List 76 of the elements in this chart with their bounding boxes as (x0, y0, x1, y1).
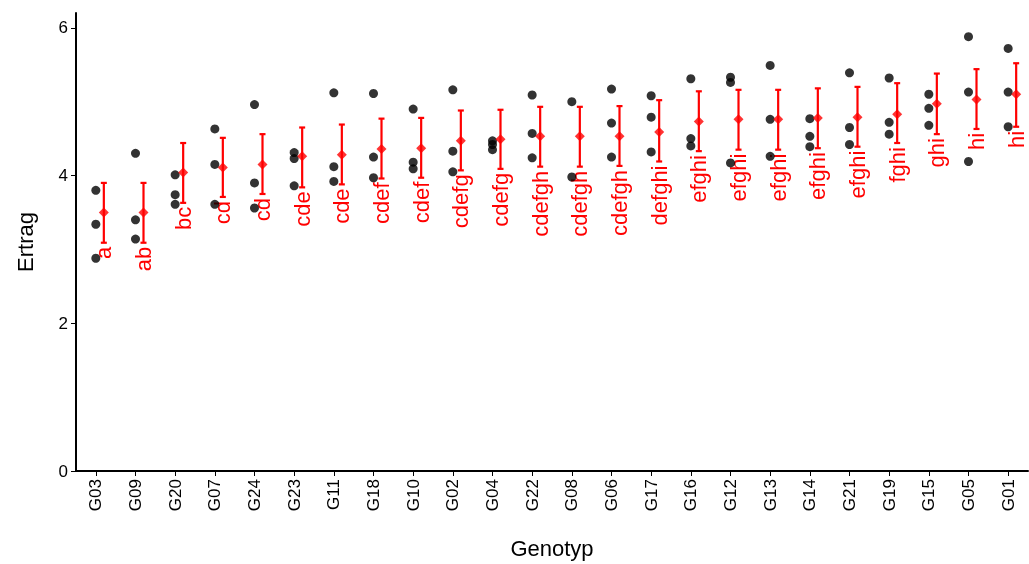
x-tick-label: G09 (126, 479, 145, 512)
annotation: efghi (805, 152, 831, 200)
x-tick-label: G06 (602, 479, 621, 512)
annotation: hi (964, 132, 989, 151)
point (971, 94, 982, 105)
x-tick-label: G14 (800, 479, 820, 512)
point (852, 112, 863, 123)
annotation: cdefgh (527, 170, 553, 237)
x-tick-label: G22 (522, 479, 542, 512)
x-tick-label: G17 (641, 479, 661, 512)
point (495, 134, 506, 145)
point (614, 131, 625, 142)
x-tick-label: G24 (245, 479, 264, 512)
point (892, 109, 903, 120)
annotation: cdefgh (607, 169, 632, 236)
annotation: cd (210, 200, 236, 225)
point (376, 143, 387, 154)
point (1011, 89, 1022, 100)
annotation: a (91, 245, 117, 259)
annotation: hi (1003, 130, 1029, 148)
annotation: cdefg (448, 174, 474, 229)
point (535, 131, 546, 142)
x-tick-label: G01 (998, 479, 1018, 512)
x-tick-label: G20 (165, 479, 185, 512)
point (693, 116, 704, 127)
point (416, 143, 427, 154)
annotation: bc (170, 206, 196, 231)
x-tick-label: G23 (284, 479, 304, 512)
annotation: cde (329, 188, 355, 224)
point (733, 114, 744, 125)
annotation: defghi (646, 165, 672, 226)
point (455, 135, 466, 146)
x-tick-label: G21 (840, 479, 859, 512)
x-tick-label: G04 (483, 479, 502, 512)
point (98, 207, 109, 218)
y-axis-title: Ertrag (12, 212, 38, 272)
point (297, 151, 308, 162)
y-tick-label: 2 (58, 313, 68, 333)
annotation: efghi (765, 153, 791, 202)
x-tick-label: G11 (324, 479, 344, 510)
annotation: cdef (408, 180, 434, 224)
annotation: cdefgh (567, 170, 593, 237)
x-tick-label: G05 (959, 479, 978, 512)
annotation: efghi (845, 150, 870, 199)
point (178, 167, 189, 178)
point (257, 159, 268, 170)
point (138, 207, 149, 218)
x-tick-label: G08 (562, 479, 582, 512)
x-tick-label: G12 (721, 479, 740, 512)
point (336, 149, 347, 160)
x-tick-label: G18 (364, 479, 383, 512)
annotation: fghi (884, 147, 910, 183)
point (574, 131, 585, 142)
x-tick-label: G13 (760, 479, 780, 512)
point (773, 114, 784, 125)
x-tick-label: G15 (919, 479, 939, 512)
annotation: efghi (686, 155, 712, 203)
y-tick-label: 0 (58, 461, 68, 481)
annotation: cd (250, 197, 275, 222)
x-tick-label: G03 (86, 479, 106, 512)
annotation: ghi (924, 138, 950, 168)
annotation: efghi (726, 153, 751, 202)
annotation: cdefg (488, 172, 513, 227)
x-tick-label: G10 (403, 479, 423, 512)
annotation: cde (289, 191, 315, 227)
x-tick-label: G07 (205, 479, 225, 512)
x-tick-label: G02 (443, 479, 463, 512)
x-tick-label: G19 (879, 479, 899, 512)
x-tick-label: G16 (681, 479, 701, 512)
y-tick-label: 4 (58, 166, 68, 186)
annotation: cdef (369, 181, 394, 225)
point (217, 162, 228, 173)
y-tick-label: 6 (58, 18, 68, 38)
point (931, 98, 942, 109)
annotation: ab (131, 246, 156, 272)
x-axis-title: Genotyp (510, 535, 594, 561)
